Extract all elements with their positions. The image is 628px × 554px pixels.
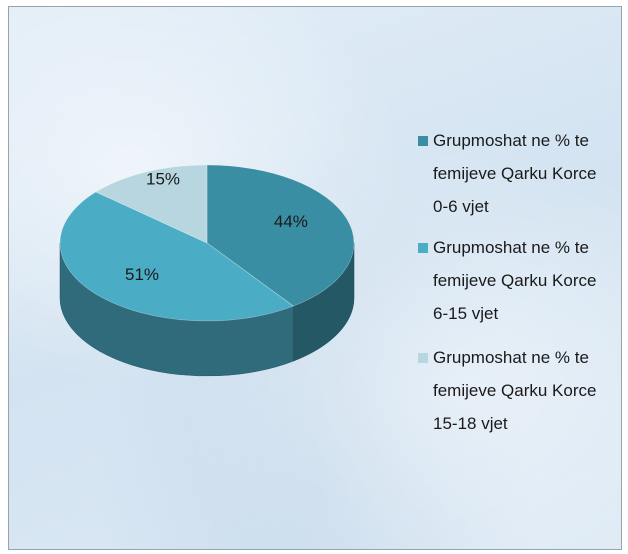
- legend-item: Grupmoshat ne % te femijeve Qarku Korce …: [418, 231, 610, 330]
- legend-swatch: [418, 136, 428, 146]
- pie-slice: [95, 164, 208, 244]
- legend-swatch: [418, 353, 428, 363]
- data-label: 51%: [125, 265, 159, 284]
- legend-item: Grupmoshat ne % te femijeve Qarku Korce …: [418, 341, 610, 440]
- legend-label: Grupmoshat ne % te femijeve Qarku Korce …: [433, 348, 597, 433]
- pie-slice: [206, 164, 355, 307]
- data-label: 44%: [274, 212, 308, 231]
- pie-slice: [59, 191, 295, 322]
- legend-label: Grupmoshat ne % te femijeve Qarku Korce …: [433, 131, 597, 216]
- data-label: 15%: [146, 170, 180, 189]
- legend-label: Grupmoshat ne % te femijeve Qarku Korce …: [433, 238, 597, 323]
- legend-swatch: [418, 243, 428, 253]
- legend-item: Grupmoshat ne % te femijeve Qarku Korce …: [418, 124, 610, 223]
